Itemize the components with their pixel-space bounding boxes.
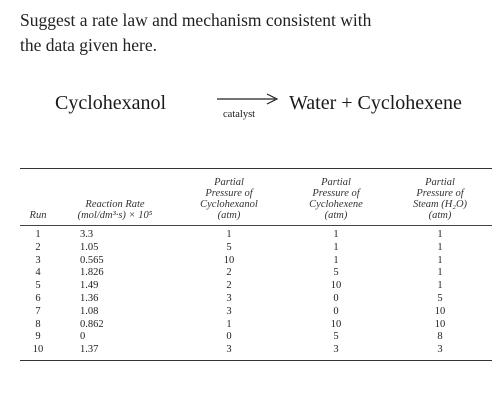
reactant-label: Cyclohexanol: [55, 92, 167, 114]
steam-cell: 10: [434, 318, 446, 330]
cyclohexene-cell: 10: [330, 318, 342, 330]
cyclohexanol-cell: 3: [174, 344, 284, 361]
table-row: 7 1.08 3 0 10: [20, 306, 492, 319]
cyclohexene-cell: 10: [330, 280, 342, 292]
rate-cell: 1.49: [80, 280, 99, 292]
cyclohexene-cell: 1: [333, 241, 339, 253]
steam-cell: 1: [437, 254, 443, 266]
steam-cell: 1: [437, 267, 443, 279]
run-cell: 9: [35, 331, 41, 343]
rate-cell: 0.565: [80, 254, 104, 266]
cyclohexene-cell: 3: [284, 344, 388, 361]
cyclohexanol-cell: 10: [223, 254, 235, 266]
catalyst-label: catalyst: [223, 109, 256, 120]
cyclohexene-cell: 5: [333, 267, 339, 279]
run-cell: 4: [35, 267, 41, 279]
rate-cell: 0: [80, 331, 86, 343]
table-header: Run Reaction Rate (mol/dm³·s) × 10⁵ Part…: [20, 168, 492, 226]
header-cyclohexene-pressure: Partial Pressure of Cyclohexene (atm): [309, 177, 363, 221]
table-row: 6 1.36 3 0 5: [20, 293, 492, 306]
cyclohexanol-cell: 3: [226, 292, 232, 304]
steam-cell: 1: [437, 280, 443, 292]
right-arrow-icon: [217, 93, 279, 105]
header-cyclohexanol-pressure: Partial Pressure of Cyclohexanol (atm): [200, 177, 258, 221]
reaction-arrow: catalyst: [215, 86, 283, 126]
steam-cell: 10: [434, 305, 446, 317]
products-label: Water + Cyclohexene: [289, 92, 462, 114]
steam-cell: 1: [437, 229, 443, 240]
table-row: 10 1.37 3 3 3: [20, 344, 492, 361]
run-cell: 10: [20, 344, 56, 361]
header-steam-pressure: Partial Pressure of Steam (H₂O) (atm): [412, 177, 468, 221]
header-reaction-rate: Reaction Rate (mol/dm³·s) × 10⁵: [77, 199, 153, 221]
rate-cell: 1.37: [56, 344, 174, 361]
run-cell: 5: [35, 280, 41, 292]
table-row: 2 1.05 5 1 1: [20, 242, 492, 255]
run-cell: 3: [35, 254, 41, 266]
cyclohexanol-cell: 3: [226, 305, 232, 317]
table-row: 9 0 0 5 8: [20, 331, 492, 344]
cyclohexanol-cell: 0: [226, 331, 232, 343]
cyclohexene-cell: 5: [333, 331, 339, 343]
cyclohexanol-cell: 2: [226, 267, 232, 279]
rate-cell: 1.36: [80, 292, 99, 304]
run-cell: 8: [35, 318, 41, 330]
table-row: 8 0.862 1 10 10: [20, 319, 492, 332]
steam-cell: 1: [437, 241, 443, 253]
cyclohexene-cell: 1: [333, 254, 339, 266]
cyclohexene-cell: 0: [333, 305, 339, 317]
run-cell: 7: [35, 305, 41, 317]
reaction-equation: Cyclohexanol catalyst Water + Cyclohexen…: [55, 86, 495, 126]
cyclohexene-cell: 0: [333, 292, 339, 304]
rate-cell: 1.08: [80, 305, 99, 317]
rate-cell: 3.3: [80, 229, 94, 240]
rate-cell: 0.862: [80, 318, 104, 330]
cyclohexene-cell: 1: [333, 229, 339, 240]
run-cell: 1: [35, 229, 41, 240]
table-row: 5 1.49 2 10 1: [20, 280, 492, 293]
cyclohexanol-cell: 1: [226, 318, 232, 330]
steam-cell: 3: [388, 344, 492, 361]
problem-line-2: the data given here.: [20, 35, 158, 55]
cyclohexanol-cell: 2: [226, 280, 232, 292]
problem-line-1: Suggest a rate law and mechanism consist…: [20, 10, 372, 30]
table-row: 4 1.826 2 5 1: [20, 267, 492, 280]
steam-cell: 5: [437, 292, 443, 304]
problem-statement: Suggest a rate law and mechanism consist…: [20, 8, 490, 58]
cyclohexanol-cell: 1: [226, 229, 232, 240]
header-run: Run: [29, 210, 47, 221]
table-body: 1 3.3 1 1 1 2 1.05 5 1 1 3 0.565 10 1 1 …: [20, 226, 492, 361]
steam-cell: 8: [437, 331, 443, 343]
table-row: 3 0.565 10 1 1: [20, 255, 492, 268]
run-cell: 2: [35, 241, 41, 253]
rate-data-table: Run Reaction Rate (mol/dm³·s) × 10⁵ Part…: [20, 168, 492, 361]
rate-cell: 1.05: [80, 241, 99, 253]
run-cell: 6: [35, 292, 41, 304]
table-row: 1 3.3 1 1 1: [20, 226, 492, 242]
rate-cell: 1.826: [80, 267, 104, 279]
cyclohexanol-cell: 5: [226, 241, 232, 253]
